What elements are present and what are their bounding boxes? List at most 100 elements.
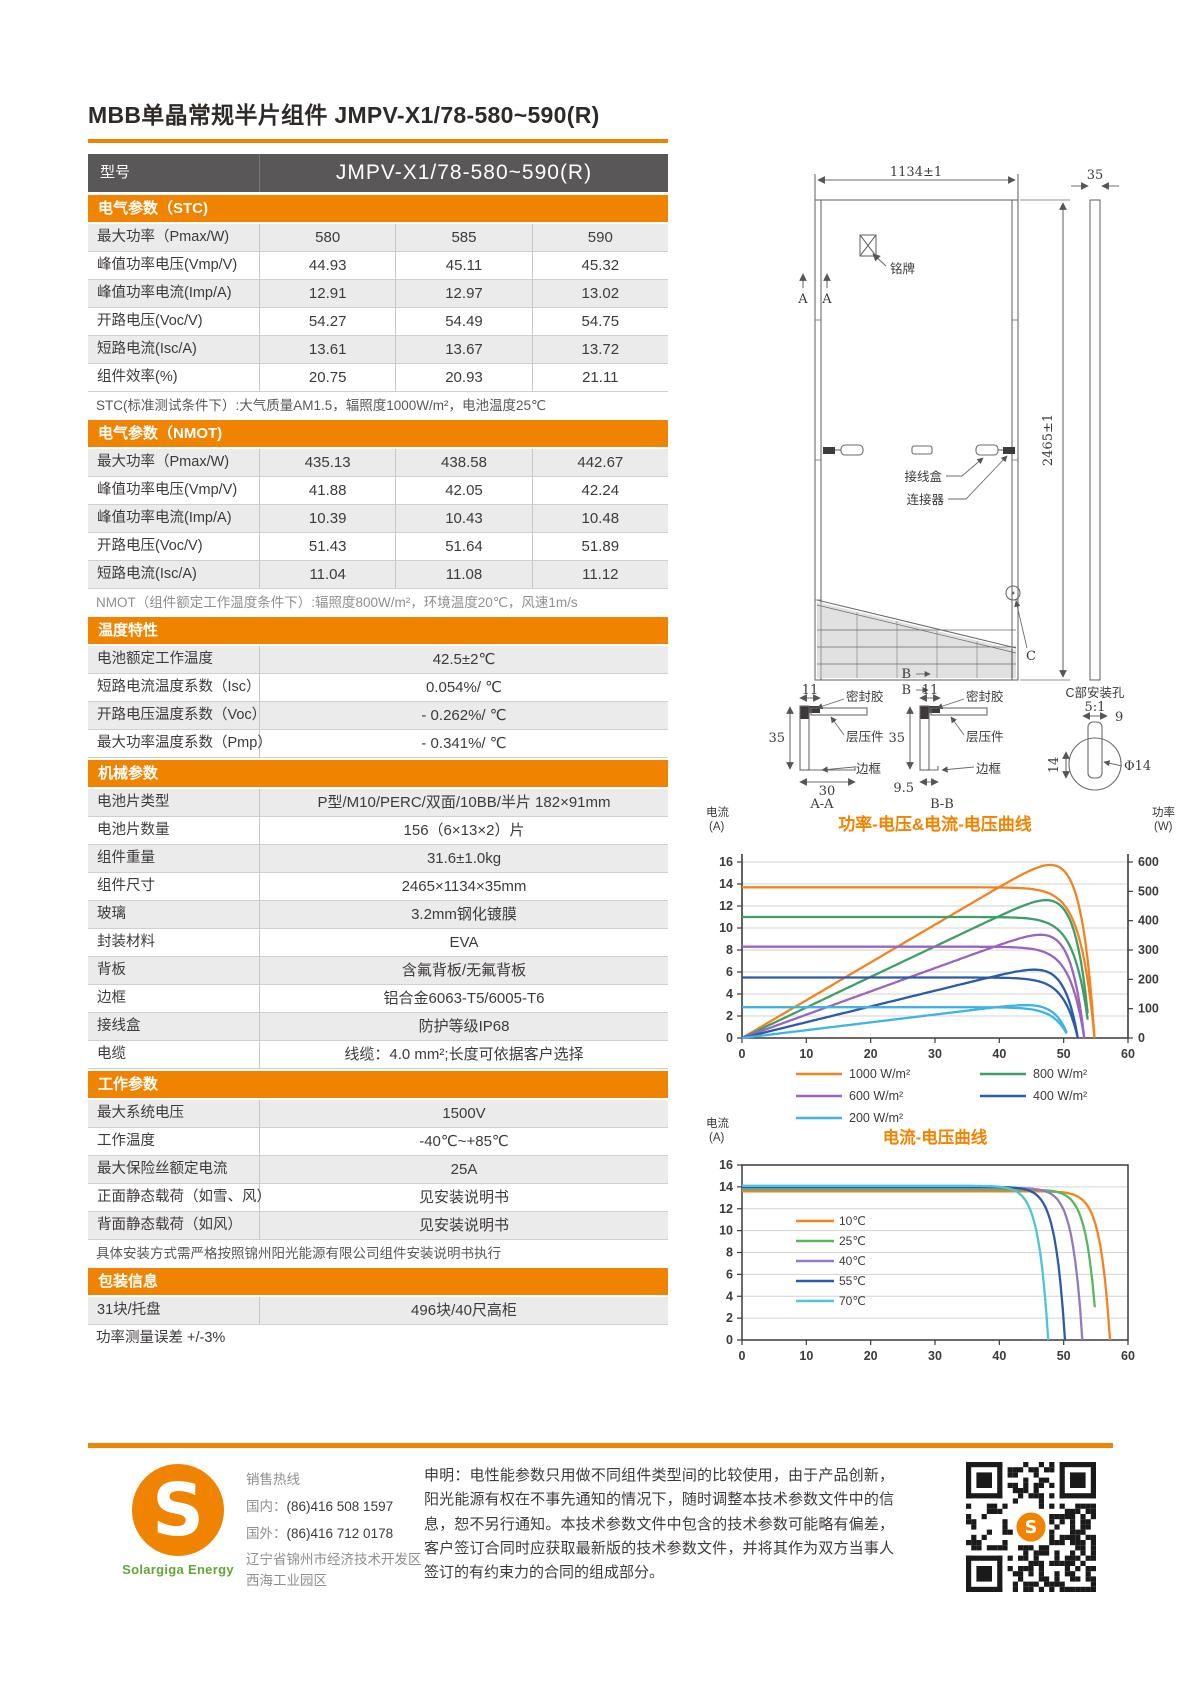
section-aa — [786, 694, 868, 786]
spec-row-temperature: 开路电压温度系数（Voc） - 0.262%/ ℃ — [88, 702, 668, 730]
section-header-mechanical: 机械参数 — [88, 760, 668, 787]
y-axis-label: 电流 — [706, 1116, 729, 1130]
svg-text:4: 4 — [726, 987, 733, 1001]
sealant-label: 密封胶 — [966, 689, 1004, 704]
hole-dim-side: 14 — [1047, 757, 1062, 774]
spec-row-label: 电缆 — [88, 1041, 260, 1068]
svg-text:10: 10 — [719, 1224, 733, 1238]
spec-row-value: 12.97 — [396, 280, 533, 307]
laminate-label: 层压件 — [966, 730, 1004, 744]
svg-text:0: 0 — [739, 1349, 746, 1363]
pv-curve — [741, 968, 1079, 1040]
svg-text:S: S — [1025, 1518, 1038, 1538]
spec-row-label: 峰值功率电流(Imp/A) — [88, 505, 260, 532]
section-a-label: A — [821, 292, 832, 307]
spec-row-label: 短路电流温度系数（Isc） — [88, 674, 261, 701]
spec-row-value: 496块/40尺高柜 — [411, 1302, 517, 1319]
svg-text:50: 50 — [1057, 1349, 1071, 1363]
hole-dim-top: 9 — [1115, 710, 1123, 725]
pv-curve — [741, 898, 1089, 1040]
sales-hotline-title: 销售热线 — [246, 1472, 300, 1487]
spec-row-value: - 0.341%/ ℃ — [421, 735, 507, 752]
legend-label: 400 W/m² — [1033, 1089, 1087, 1103]
svg-text:2: 2 — [726, 1009, 733, 1023]
spec-tables: 电气参数（STC) 最大功率（Pmax/W) 580 585 590 峰值功率电压(Vmp… — [88, 195, 668, 1351]
spec-row-value: 含氟背板/无氟背板 — [401, 962, 527, 979]
pv-iv-curve-chart: 功率-电压&电流-电压曲线电流(A)功率(W)02468101214160100… — [706, 805, 1175, 1125]
svg-text:600: 600 — [1138, 855, 1159, 869]
legend-label: 10℃ — [839, 1214, 866, 1228]
spec-row-temperature: 最大功率温度系数（Pmp） - 0.341%/ ℃ — [88, 730, 668, 758]
spec-row-value: 13.72 — [581, 341, 620, 358]
connector-label: 连接器 — [906, 492, 944, 507]
spec-row-mechanical: 背板 含氟背板/无氟背板 — [88, 957, 668, 985]
spec-row-value: 42.05 — [396, 477, 533, 504]
module-dimension-drawing: 1134±1 35 2465±1 铭牌 A A 接线盒 连接器 C B B 11… — [768, 165, 1151, 810]
svg-text:10: 10 — [799, 1047, 813, 1061]
logo-s-mark: S — [132, 1464, 224, 1556]
dim-height-label: 2465±1 — [1041, 414, 1056, 466]
section-note-working: 具体安装方式需严格按照锦州阳光能源有限公司组件安装说明书执行 — [96, 1246, 501, 1261]
spec-row-value: EVA — [449, 934, 479, 951]
spec-row-stc: 组件效率(%) 20.75 20.93 21.11 — [88, 364, 668, 392]
iv-temp-curve — [742, 1188, 1096, 1308]
svg-text:500: 500 — [1138, 884, 1159, 898]
section-bb — [906, 694, 988, 786]
bb-title: B-B — [930, 797, 954, 810]
spec-row-value: 12.91 — [260, 280, 397, 307]
spec-row-label: 最大保险丝额定电流 — [88, 1156, 260, 1183]
spec-row-mechanical: 组件重量 31.6±1.0kg — [88, 845, 668, 873]
phone-domestic-number: (86)416 508 1597 — [286, 1499, 394, 1514]
spec-row-label: 峰值功率电压(Vmp/V) — [88, 477, 260, 504]
spec-row-label: 组件重量 — [88, 845, 260, 872]
iv-temperature-chart: 电流-电压曲线 电流 (A) 0 2 4 6 8 10 12 14 16 0 10 20 30 40 50 60 10… — [706, 1116, 1135, 1363]
spec-row-nmot: 开路电压(Voc/V) 51.43 51.64 51.89 — [88, 533, 668, 561]
spec-row-temperature: 短路电流温度系数（Isc） 0.054%/ ℃ — [88, 674, 668, 702]
spec-row-value: 45.11 — [396, 252, 533, 279]
spec-row-label: 电池片数量 — [88, 817, 260, 844]
spec-row-value: 21.11 — [582, 369, 619, 386]
iv-curve — [742, 1006, 1068, 1035]
hole-scale: 5:1 — [1085, 700, 1106, 715]
section-b-label: B — [901, 683, 911, 698]
spec-row-label: 组件效率(%) — [88, 364, 260, 391]
spec-row-value: 435.13 — [260, 449, 397, 476]
aa-dim-top: 11 — [802, 683, 819, 698]
section-header-working: 工作参数 — [88, 1071, 668, 1098]
svg-text:6: 6 — [726, 1267, 733, 1281]
title-underline — [88, 139, 668, 143]
logo-text: Solargiga Energy — [122, 1562, 234, 1577]
svg-text:12: 12 — [719, 899, 733, 913]
spec-row-value: 2465×1134×35mm — [401, 878, 527, 895]
svg-text:(A): (A) — [709, 821, 725, 833]
aa-title: A-A — [809, 797, 834, 810]
model-value: JMPV-X1/78-580~590(R) — [335, 161, 593, 184]
spec-row-label: 最大功率（Pmax/W) — [88, 449, 260, 476]
spec-row-mechanical: 封装材料 EVA — [88, 929, 668, 957]
iv-curve — [742, 886, 1096, 1039]
svg-text:400: 400 — [1138, 914, 1159, 928]
bb-dim-top: 11 — [922, 683, 939, 698]
svg-text:8: 8 — [726, 1246, 733, 1260]
iv-curve — [742, 915, 1089, 1020]
phone-domestic-label: 国内： — [246, 1499, 287, 1514]
iv-temp-curve — [742, 1184, 1050, 1341]
spec-row-value: 11.12 — [582, 566, 619, 583]
svg-text:60: 60 — [1121, 1047, 1135, 1061]
svg-text:0: 0 — [739, 1047, 746, 1061]
spec-row-stc: 短路电流(Isc/A) 13.61 13.67 13.72 — [88, 336, 668, 364]
svg-text:0: 0 — [726, 1333, 733, 1347]
spec-row-working: 工作温度 -40℃~+85℃ — [88, 1128, 668, 1156]
phone-international: 国外：(86)416 712 0178 — [246, 1520, 422, 1547]
spec-row-value: 0.054%/ ℃ — [425, 679, 503, 696]
spec-row-value: 156（6×13×2）片 — [403, 822, 525, 839]
spec-row-value: 41.88 — [260, 477, 397, 504]
spec-row-value: 铝合金6063-T5/6005-T6 — [383, 990, 545, 1007]
nameplate-label: 铭牌 — [890, 261, 915, 276]
spec-column: MBB单晶常规半片组件 JMPV-X1/78-580~590(R) 型号 JMP… — [88, 96, 668, 1351]
spec-row-value: 580 — [260, 224, 397, 251]
spec-row-stc: 最大功率（Pmax/W) 580 585 590 — [88, 224, 668, 252]
svg-text:300: 300 — [1138, 943, 1159, 957]
spec-row-value: 13.61 — [260, 336, 397, 363]
